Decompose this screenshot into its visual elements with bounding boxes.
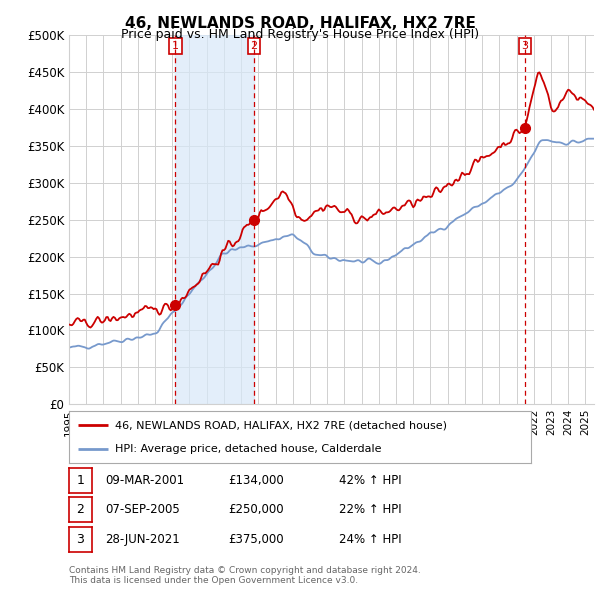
Text: £375,000: £375,000 bbox=[228, 533, 284, 546]
Text: Price paid vs. HM Land Registry's House Price Index (HPI): Price paid vs. HM Land Registry's House … bbox=[121, 28, 479, 41]
Text: 2: 2 bbox=[250, 41, 257, 51]
Text: 07-SEP-2005: 07-SEP-2005 bbox=[105, 503, 180, 516]
Text: 22% ↑ HPI: 22% ↑ HPI bbox=[339, 503, 401, 516]
Text: 46, NEWLANDS ROAD, HALIFAX, HX2 7RE (detached house): 46, NEWLANDS ROAD, HALIFAX, HX2 7RE (det… bbox=[115, 420, 447, 430]
Text: Contains HM Land Registry data © Crown copyright and database right 2024.
This d: Contains HM Land Registry data © Crown c… bbox=[69, 566, 421, 585]
Text: 3: 3 bbox=[521, 41, 529, 51]
Text: HPI: Average price, detached house, Calderdale: HPI: Average price, detached house, Cald… bbox=[115, 444, 382, 454]
Text: 42% ↑ HPI: 42% ↑ HPI bbox=[339, 474, 401, 487]
Text: 1: 1 bbox=[172, 41, 179, 51]
Text: 3: 3 bbox=[76, 533, 85, 546]
Text: 46, NEWLANDS ROAD, HALIFAX, HX2 7RE: 46, NEWLANDS ROAD, HALIFAX, HX2 7RE bbox=[125, 16, 475, 31]
Text: 28-JUN-2021: 28-JUN-2021 bbox=[105, 533, 180, 546]
Text: 1: 1 bbox=[76, 474, 85, 487]
Text: £134,000: £134,000 bbox=[228, 474, 284, 487]
Text: 24% ↑ HPI: 24% ↑ HPI bbox=[339, 533, 401, 546]
Text: 09-MAR-2001: 09-MAR-2001 bbox=[105, 474, 184, 487]
Text: 2: 2 bbox=[76, 503, 85, 516]
Bar bbox=[175, 35, 254, 404]
Text: £250,000: £250,000 bbox=[228, 503, 284, 516]
